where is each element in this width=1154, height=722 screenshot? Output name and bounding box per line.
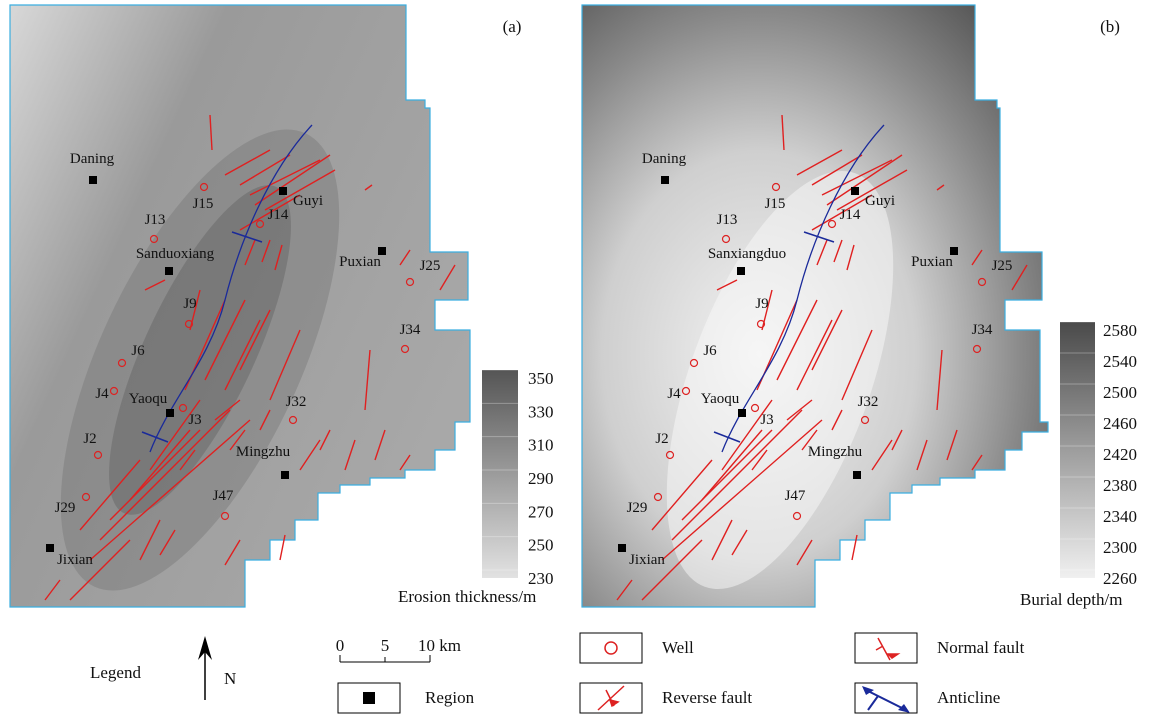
colorbar-label: 2500 [1103,383,1137,402]
reverse-fault-symbol [598,686,624,710]
panel-label: (b) [1100,17,1120,36]
map-panel: (b) Daning Guyi Sanxiangduo Puxian Yaoqu Mingz… [582,5,1137,618]
colorbar-label: 250 [528,536,554,555]
place-label: Jixian [57,552,93,568]
colorbar-title: Erosion thickness/m [398,587,536,606]
well-label: J25 [992,258,1013,274]
scale-label: 0 [336,636,345,655]
place-label: Yaoqu [701,391,740,407]
well-label: J4 [95,386,109,402]
colorbar [482,370,518,578]
legend-item: Region [425,688,475,707]
well-label: J6 [703,343,717,359]
well-label: J14 [840,207,861,223]
panel-label: (a) [503,17,522,36]
region-marker [281,471,289,479]
well-label: J3 [760,412,773,428]
place-label: Yaoqu [129,391,168,407]
place-label: Guyi [865,193,895,209]
well-label: J2 [655,431,668,447]
place-label: Sanxiangduo [708,246,786,262]
colorbar-label: 2340 [1103,507,1137,526]
north-label: N [224,669,236,688]
normal-fault-symbol [876,638,898,660]
well-label: J14 [268,207,289,223]
colorbar-label: 350 [528,369,554,388]
well-label: J9 [755,296,768,312]
scale-label: 10 km [418,636,461,655]
place-label: Guyi [293,193,323,209]
well-label: J9 [183,296,196,312]
colorbar-label: 2420 [1103,445,1137,464]
region-marker [851,187,859,195]
well-label: J34 [400,322,421,338]
region-marker [661,176,669,184]
well-label: J32 [286,394,307,410]
well-label: J2 [83,431,96,447]
well-label: J29 [55,500,76,516]
place-label: Jixian [629,552,665,568]
anticline-symbol [866,690,906,710]
well-symbol [605,642,617,654]
region-marker [166,409,174,417]
well-label: J15 [193,196,214,212]
legend-title: Legend [90,663,141,682]
well-label: J32 [858,394,879,410]
region-marker [737,267,745,275]
well-label: J15 [765,196,786,212]
colorbar-title: Burial depth/m [1020,590,1122,609]
well-label: J47 [785,488,806,504]
well-label: J25 [420,258,441,274]
colorbar-label: 270 [528,502,554,521]
colorbar-label: 290 [528,469,554,488]
legend: Legend N 0 5 10 km Well Normal fault Region Reve… [90,633,1025,713]
well-label: J47 [213,488,234,504]
place-label: Daning [70,151,115,167]
place-label: Daning [642,151,687,167]
colorbar-label: 310 [528,436,554,455]
colorbar-label: 2540 [1103,352,1137,371]
place-label: Mingzhu [808,444,863,460]
place-label: Puxian [339,254,381,270]
legend-item: Anticline [937,688,1000,707]
well-label: J34 [972,322,993,338]
place-label: Mingzhu [236,444,291,460]
colorbar-label: 230 [528,569,554,588]
well-label: J6 [131,343,145,359]
colorbar-label: 2380 [1103,476,1137,495]
well-label: J29 [627,500,648,516]
well-label: J4 [667,386,681,402]
region-marker [46,544,54,552]
well-label: J3 [188,412,201,428]
figure: Legend N 0 5 10 km Well Normal fault Region Reve… [0,0,1154,717]
region-marker [738,409,746,417]
legend-box [855,633,917,663]
region-marker [279,187,287,195]
map-panel: (a) Daning Guyi Sanduoxiang Puxian Yaoqu Mingz… [4,5,554,629]
scale-label: 5 [381,636,390,655]
colorbar-label: 2300 [1103,538,1137,557]
region-marker [165,267,173,275]
legend-item: Well [662,638,694,657]
legend-item: Normal fault [937,638,1025,657]
colorbar-label: 2260 [1103,569,1137,588]
colorbar [1060,322,1095,578]
region-marker [618,544,626,552]
region-symbol [363,692,375,704]
place-label: Puxian [911,254,953,270]
well-label: J13 [717,212,738,228]
legend-item: Reverse fault [662,688,752,707]
well-label: J13 [145,212,166,228]
colorbar-label: 2580 [1103,321,1137,340]
region-marker [853,471,861,479]
colorbar-label: 2460 [1103,414,1137,433]
region-marker [89,176,97,184]
legend-box [580,633,642,663]
place-label: Sanduoxiang [136,246,215,262]
colorbar-label: 330 [528,402,554,421]
